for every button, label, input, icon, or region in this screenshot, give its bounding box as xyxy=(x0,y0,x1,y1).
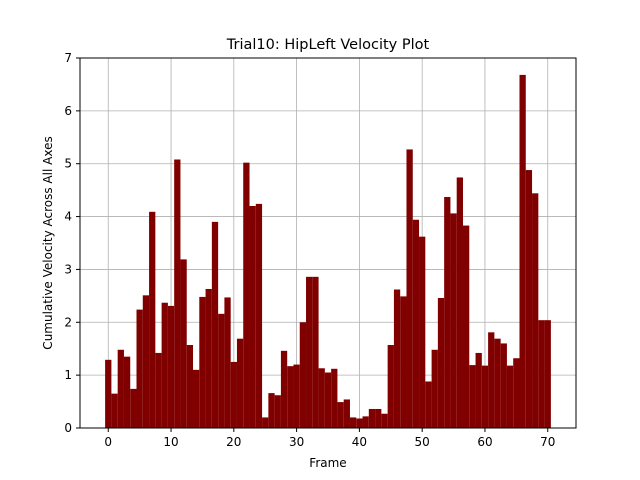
bar xyxy=(437,297,445,428)
bar xyxy=(205,288,212,428)
plot-frame xyxy=(79,57,577,429)
bar xyxy=(287,366,294,428)
bar xyxy=(123,356,131,428)
bar xyxy=(462,225,470,428)
bar xyxy=(431,349,438,428)
bar xyxy=(243,162,250,428)
bar xyxy=(337,402,344,428)
bar xyxy=(230,361,237,428)
bar xyxy=(149,211,156,428)
bar xyxy=(324,372,332,428)
y-tick-label: 2 xyxy=(64,315,72,329)
bar xyxy=(186,345,194,428)
bar xyxy=(280,350,288,428)
bar xyxy=(419,236,426,428)
bar xyxy=(456,177,463,428)
x-tick-label: 70 xyxy=(540,435,555,449)
bar xyxy=(488,332,495,428)
bar xyxy=(506,365,514,428)
bar xyxy=(167,305,175,428)
x-tick-label: 10 xyxy=(163,435,178,449)
bar xyxy=(293,364,300,428)
y-axis-label: Cumulative Velocity Across All Axes xyxy=(41,136,55,349)
bar xyxy=(318,368,325,428)
bar xyxy=(387,345,394,428)
x-tick-label: 40 xyxy=(352,435,367,449)
bar xyxy=(218,313,225,428)
y-tick-label: 7 xyxy=(64,51,72,65)
bar xyxy=(236,338,244,428)
bar xyxy=(544,320,551,428)
bar xyxy=(519,74,526,429)
y-tick-label: 5 xyxy=(64,157,72,171)
y-tick-label: 6 xyxy=(64,104,72,118)
bar xyxy=(262,417,269,428)
bar xyxy=(393,289,401,428)
bar xyxy=(362,416,369,428)
bar xyxy=(224,297,231,428)
bar xyxy=(368,408,376,428)
bar xyxy=(274,395,281,428)
bar xyxy=(444,197,451,428)
y-axis-ticks: 0 1 2 3 4 5 6 7 xyxy=(64,51,80,435)
x-tick-label: 30 xyxy=(289,435,304,449)
bar xyxy=(268,393,275,428)
bar xyxy=(475,352,482,428)
x-tick-label: 50 xyxy=(415,435,430,449)
bar xyxy=(111,393,118,428)
bar xyxy=(532,193,539,428)
bar xyxy=(161,302,168,428)
bar xyxy=(500,343,507,428)
bar xyxy=(174,159,181,428)
bar xyxy=(180,259,187,428)
bar xyxy=(425,381,432,428)
x-tick-label: 60 xyxy=(477,435,492,449)
x-tick-label: 20 xyxy=(226,435,241,449)
bar xyxy=(406,149,413,428)
bar xyxy=(105,359,112,428)
bar xyxy=(356,418,363,428)
bar xyxy=(331,368,338,428)
bar xyxy=(117,349,124,428)
y-tick-label: 1 xyxy=(64,368,72,382)
bar xyxy=(513,358,520,428)
bar xyxy=(469,365,476,428)
bar xyxy=(381,413,388,428)
bar xyxy=(155,352,162,428)
bar xyxy=(306,276,313,428)
bar xyxy=(130,388,137,428)
bar xyxy=(193,369,200,428)
bar xyxy=(481,365,489,428)
bar xyxy=(136,309,143,428)
bar xyxy=(525,170,533,429)
x-axis-ticks: 0 10 20 30 40 50 60 70 xyxy=(104,428,555,449)
bar xyxy=(538,320,545,428)
x-axis-label: Frame xyxy=(309,456,346,470)
y-tick-label: 3 xyxy=(64,262,72,276)
y-tick-label: 0 xyxy=(64,421,72,435)
bar xyxy=(450,213,457,428)
bar xyxy=(249,206,256,428)
bar xyxy=(494,338,501,428)
bar xyxy=(255,203,263,428)
bar xyxy=(211,221,219,428)
x-tick-label: 0 xyxy=(104,435,112,449)
bar xyxy=(199,296,206,428)
bar xyxy=(349,417,357,428)
bar xyxy=(400,296,407,428)
chart-title: Trial10: HipLeft Velocity Plot xyxy=(226,37,430,53)
bar xyxy=(375,408,382,428)
bars-group xyxy=(105,74,551,429)
bar xyxy=(412,219,420,428)
bar xyxy=(142,295,150,428)
y-tick-label: 4 xyxy=(64,210,72,224)
bar xyxy=(312,276,319,428)
bar xyxy=(343,399,350,428)
bar xyxy=(299,322,307,428)
